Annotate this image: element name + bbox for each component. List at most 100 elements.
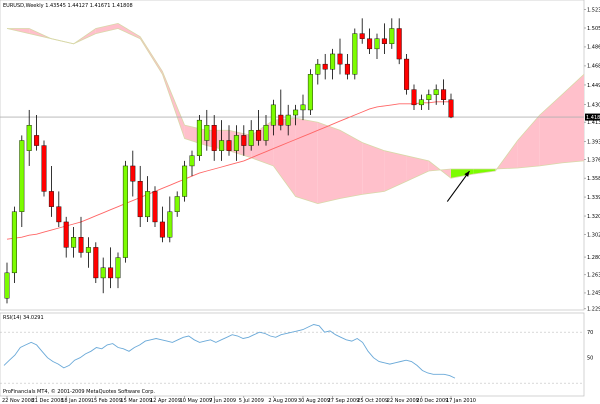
x-tick-label: 25 Oct 2009	[357, 398, 388, 404]
candle-body	[19, 140, 25, 212]
cloud-segment	[340, 130, 363, 199]
candle	[34, 115, 40, 151]
candle-body	[411, 89, 417, 106]
candle	[352, 28, 358, 80]
y-tick-label: 1.48690	[587, 45, 600, 51]
rsi-y-tick-label: 50	[587, 355, 593, 361]
x-tick-label: 2 Aug 2009	[268, 398, 297, 404]
y-tick-label: 1.26310	[587, 273, 600, 279]
main-y-axis: 1.52370 1.50550 1.48690 1.46825 1.44955 1.430…	[584, 7, 600, 313]
candle	[293, 104, 299, 126]
candle-body	[182, 165, 188, 197]
candle	[418, 94, 424, 110]
cloud-segment	[295, 118, 318, 204]
candle-body	[448, 99, 454, 118]
candle-body	[352, 33, 358, 75]
y-tick-label: 1.44955	[587, 83, 600, 89]
candle	[152, 186, 158, 228]
candle-body	[108, 267, 114, 279]
rsi-line	[3, 324, 456, 379]
candle-body	[26, 125, 32, 151]
y-tick-label: 1.28050	[587, 255, 600, 261]
y-tick-label: 1.39395	[587, 139, 600, 145]
candle	[426, 89, 432, 110]
candle	[189, 150, 195, 177]
candle	[211, 115, 217, 161]
cloud-segment	[539, 94, 562, 166]
x-tick-label: 5 Jul 2009	[239, 398, 264, 404]
main-pane: 1.52370 1.50550 1.48690 1.46825 1.44955 1.430…	[0, 0, 600, 313]
candle	[389, 18, 395, 49]
candle	[26, 109, 32, 166]
x-tick-label: 15 Mar 2009	[120, 398, 152, 404]
candle-body	[174, 196, 180, 212]
y-tick-label: 1.22970	[587, 307, 600, 313]
candle	[115, 252, 121, 289]
candle	[241, 125, 247, 156]
cloud-segment	[362, 142, 385, 195]
candle-body	[63, 221, 69, 248]
candle-body	[270, 104, 276, 126]
candle	[145, 176, 151, 222]
candle-body	[226, 140, 232, 151]
senkou-span-b	[6, 28, 585, 205]
candle	[300, 94, 306, 121]
candle-body	[11, 211, 17, 274]
candle	[330, 48, 336, 80]
candle	[130, 150, 136, 197]
main-chart-title: EURUSD,Weekly 1.43545 1.44127 1.41671 1.…	[3, 3, 133, 9]
current-price-box-bg	[585, 113, 600, 121]
candle-body	[441, 89, 447, 100]
candle	[4, 262, 10, 304]
candle-body	[389, 28, 395, 44]
candle	[307, 69, 313, 116]
candle	[359, 18, 365, 44]
candle-body	[248, 130, 254, 146]
candle	[122, 160, 128, 263]
candle	[367, 28, 373, 54]
candle-body	[219, 140, 225, 151]
y-tick-label: 1.37630	[587, 157, 600, 163]
candle	[448, 93, 454, 119]
candle	[411, 84, 417, 110]
x-tick-label: 22 Nov 2009	[387, 398, 419, 404]
candle	[226, 125, 232, 156]
candle	[182, 160, 188, 202]
candle-body	[145, 191, 151, 218]
candle	[41, 140, 47, 197]
candle	[204, 109, 210, 151]
candle	[93, 242, 99, 284]
rsi-y-tick-label: 70	[587, 330, 593, 336]
candle	[196, 115, 202, 161]
candle-body	[56, 206, 62, 223]
candle	[344, 53, 350, 80]
cloud-segment	[473, 169, 496, 175]
candle-body	[374, 38, 380, 50]
candle-body	[315, 63, 321, 75]
candle	[167, 196, 173, 243]
x-tick-label: 20 Dec 2009	[416, 398, 448, 404]
candle	[63, 216, 69, 258]
candle-body	[137, 181, 143, 218]
cloud-segment	[562, 74, 584, 163]
annotation-arrow-shaft	[446, 170, 470, 202]
candle-body	[4, 272, 10, 299]
candle	[85, 237, 91, 268]
candle	[48, 165, 54, 217]
candle-body	[330, 53, 336, 70]
rsi-line-layer	[3, 324, 456, 379]
candle	[278, 89, 284, 131]
candle	[108, 247, 114, 289]
candle-body	[285, 114, 291, 126]
candle	[256, 109, 262, 146]
candle-body	[71, 237, 77, 248]
candle	[263, 115, 269, 146]
candle-body	[34, 135, 40, 146]
candle-body	[433, 89, 439, 95]
candle-body	[78, 237, 84, 253]
cloud-segment	[317, 122, 340, 204]
x-tick-label: 12 Apr 2009	[150, 398, 181, 404]
